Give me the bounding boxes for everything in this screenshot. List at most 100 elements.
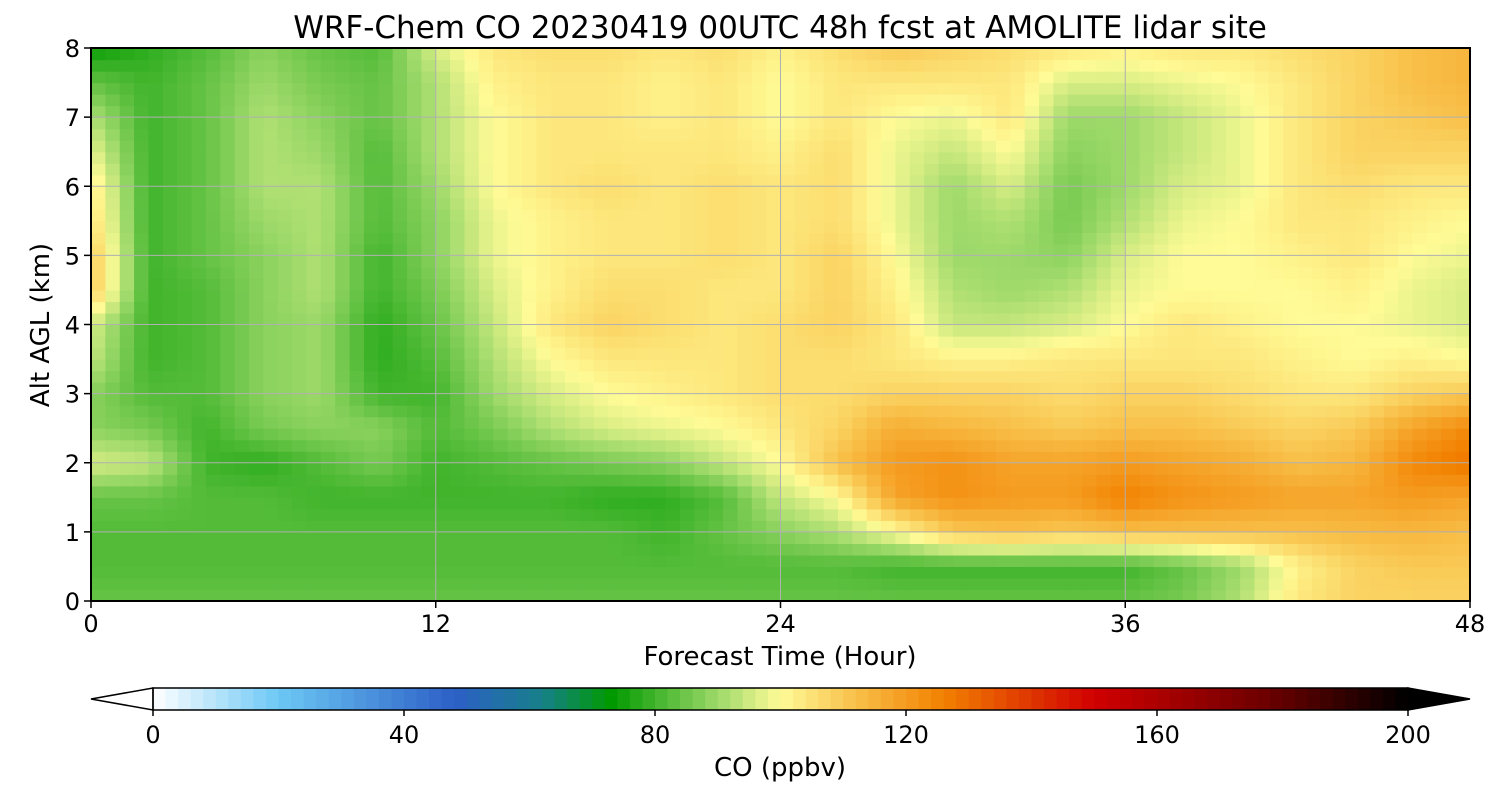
colorbar-segment <box>755 688 769 710</box>
heatmap-cell <box>177 370 193 383</box>
heatmap-cell <box>1240 428 1256 441</box>
heatmap-cell <box>651 243 667 256</box>
heatmap-cell <box>1125 508 1141 521</box>
heatmap-cell <box>220 336 236 349</box>
heatmap-cell <box>306 543 322 556</box>
heatmap-cell <box>593 474 609 487</box>
heatmap-cell <box>320 428 336 441</box>
heatmap-cell <box>622 82 638 95</box>
heatmap-cell <box>205 543 221 556</box>
heatmap-cell <box>694 174 710 187</box>
heatmap-cell <box>1268 370 1284 383</box>
heatmap-cell <box>450 105 466 118</box>
heatmap-cell <box>823 382 839 395</box>
heatmap-cell <box>234 301 250 314</box>
heatmap-cell <box>593 128 609 141</box>
heatmap-cell <box>766 266 782 280</box>
heatmap-cell <box>1283 485 1299 498</box>
heatmap-cell <box>306 370 322 383</box>
heatmap-cell <box>866 140 882 153</box>
colorbar-segment <box>1370 688 1384 710</box>
heatmap-cell <box>205 359 221 372</box>
heatmap-cell <box>766 531 782 544</box>
heatmap-cell <box>1125 59 1141 72</box>
heatmap-cell <box>909 543 925 556</box>
heatmap-cell <box>1024 382 1040 395</box>
colorbar-segment <box>291 688 305 710</box>
heatmap-cell <box>1039 278 1055 291</box>
heatmap-cell <box>1010 393 1026 406</box>
heatmap-cell <box>1139 566 1155 579</box>
heatmap-cell <box>378 416 394 429</box>
heatmap-cell <box>823 128 839 141</box>
heatmap-cell <box>363 278 379 291</box>
heatmap-cell <box>407 105 422 118</box>
heatmap-cell <box>1039 220 1055 233</box>
heatmap-cell <box>363 243 379 256</box>
heatmap-cell <box>924 462 940 475</box>
heatmap-cell <box>1383 439 1399 452</box>
heatmap-cell <box>579 48 595 61</box>
colorbar-segment <box>993 688 1007 710</box>
heatmap-cell <box>1168 278 1184 291</box>
heatmap-cell <box>723 163 738 176</box>
heatmap-cell <box>751 163 767 176</box>
heatmap-cell <box>320 209 336 222</box>
heatmap-cell <box>177 347 193 360</box>
heatmap-cell <box>708 554 724 568</box>
heatmap-cell <box>909 577 925 591</box>
heatmap-cell <box>938 451 954 464</box>
heatmap-cell <box>1297 220 1313 233</box>
heatmap-cell <box>105 151 121 164</box>
heatmap-cell <box>1182 82 1198 95</box>
heatmap-cell <box>105 128 121 141</box>
heatmap-cell <box>1168 71 1184 84</box>
heatmap-cell <box>1024 94 1040 107</box>
heatmap-cell <box>837 243 853 256</box>
heatmap-cell <box>493 416 509 429</box>
heatmap-cell <box>464 393 480 406</box>
heatmap-cell <box>234 370 250 383</box>
heatmap-cell <box>349 301 365 314</box>
heatmap-cell <box>177 186 193 199</box>
heatmap-cell <box>636 347 652 360</box>
heatmap-cell <box>464 255 480 268</box>
heatmap-cell <box>1355 151 1371 164</box>
heatmap-cell <box>981 324 997 337</box>
heatmap-cell <box>378 531 394 544</box>
heatmap-cell <box>134 140 150 153</box>
heatmap-cell <box>435 566 451 579</box>
heatmap-cell <box>723 474 738 487</box>
heatmap-cell <box>924 174 940 187</box>
heatmap-cell <box>550 128 566 141</box>
heatmap-cell <box>679 497 695 510</box>
heatmap-cell <box>1053 359 1069 372</box>
heatmap-cell <box>421 497 437 510</box>
heatmap-cell <box>478 474 494 487</box>
heatmap-cell <box>952 336 968 349</box>
heatmap-cell <box>1125 336 1141 349</box>
heatmap-cell <box>938 151 954 164</box>
heatmap-cell <box>1225 301 1241 314</box>
heatmap-cell <box>565 416 580 429</box>
heatmap-cell <box>1268 577 1284 591</box>
heatmap-cell <box>1225 255 1241 268</box>
heatmap-cell <box>895 71 911 84</box>
heatmap-cell <box>450 48 466 61</box>
heatmap-cell <box>1311 566 1327 579</box>
heatmap-cell <box>507 474 523 487</box>
heatmap-cell <box>521 497 537 510</box>
heatmap-cell <box>579 577 595 591</box>
heatmap-cell <box>363 474 379 487</box>
colorbar-segment <box>303 688 317 710</box>
heatmap-cell <box>1024 220 1040 233</box>
heatmap-cell <box>1211 474 1227 487</box>
heatmap-cell <box>1211 128 1227 141</box>
heatmap-cell <box>909 531 925 544</box>
heatmap-cell <box>1398 439 1414 452</box>
heatmap-cell <box>766 128 782 141</box>
heatmap-cell <box>1240 186 1256 199</box>
heatmap-cell <box>1441 566 1457 579</box>
heatmap-cell <box>148 255 164 268</box>
heatmap-cell <box>866 163 882 176</box>
